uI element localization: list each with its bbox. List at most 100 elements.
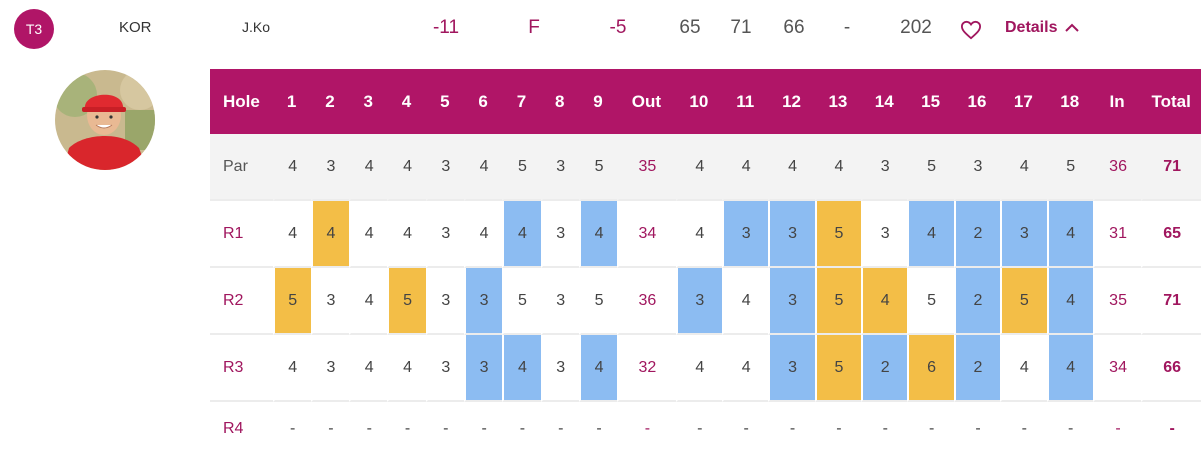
score-cell: 4 (349, 268, 388, 335)
score-cell: 4 (722, 134, 769, 201)
score-cell: - (861, 402, 907, 456)
header-hole-label: Hole (210, 69, 273, 134)
score-cell: 3 (953, 134, 1001, 201)
round-1-score: 65 (679, 17, 701, 38)
header-col-18: 18 (1046, 69, 1093, 134)
header-col-4: 4 (387, 69, 426, 134)
score-cell: - (349, 402, 387, 456)
header-col-3: 3 (349, 69, 388, 134)
score-cell: 34 (1092, 335, 1142, 402)
score-cell: - (675, 402, 722, 456)
score-cell: 2 (861, 335, 908, 402)
score-cell: 4 (814, 134, 862, 201)
scorecard-table: Hole 1 2 3 4 5 6 7 8 9 Out 10 11 12 13 14 15 16 17 18 In Tota… (210, 69, 1201, 456)
row-label-r4: R4 (223, 420, 244, 437)
score-cell: 5 (814, 268, 862, 335)
score-cell: 3 (310, 335, 350, 402)
score-cell: 3 (425, 134, 464, 201)
score-cell: 4 (349, 201, 388, 268)
score-cell: 2 (953, 335, 1001, 402)
score-cell: 4 (387, 134, 426, 201)
score-cell: 4 (578, 201, 618, 268)
header-col-12: 12 (768, 69, 815, 134)
score-cell: 4 (349, 335, 388, 402)
r2-row: R2 5 3 4 5 3 3 5 3 5 36 3 4 3 5 4 5 2 5 4 35 71 (210, 268, 1201, 335)
score-cell: 3 (540, 201, 579, 268)
score-cell: - (540, 402, 579, 456)
row-label-r1: R1 (210, 201, 273, 268)
header-col-17: 17 (1000, 69, 1047, 134)
score-cell: 3 (425, 201, 464, 268)
score-cell: 3 (768, 335, 815, 402)
header-col-10: 10 (675, 69, 722, 134)
header-col-5: 5 (425, 69, 464, 134)
score-cell: 3 (861, 201, 908, 268)
header-col-out: Out (617, 69, 676, 134)
score-cell: 34 (617, 201, 676, 268)
score-cell: 3 (768, 268, 815, 335)
country-code: KOR (119, 19, 152, 36)
score-cell: 3 (722, 201, 769, 268)
header-col-7: 7 (502, 69, 541, 134)
score-cell: 4 (1000, 134, 1047, 201)
score-cell: 3 (425, 268, 464, 335)
score-cell: - (1000, 402, 1046, 456)
score-cell: - (768, 402, 814, 456)
r4-row: R4- - - - - - - - - - - - - - - - - - - - - (210, 402, 1201, 456)
score-cell: 4 (722, 268, 769, 335)
score-cell: - (387, 402, 425, 456)
score-cell: 3 (425, 335, 464, 402)
round-2-score: 71 (730, 17, 752, 38)
header-col-8: 8 (540, 69, 579, 134)
chevron-up-icon (1065, 23, 1080, 32)
score-cell: 5 (907, 134, 954, 201)
score-cell: 5 (814, 201, 862, 268)
score-cell: 4 (387, 335, 426, 402)
details-toggle[interactable]: Details (1005, 19, 1080, 37)
score-cell: 4 (578, 335, 618, 402)
header-col-16: 16 (953, 69, 1001, 134)
score-cell: 3 (310, 268, 350, 335)
header-col-1: 1 (272, 69, 311, 134)
score-cell: - (907, 402, 953, 456)
score-cell: - (1141, 402, 1201, 456)
player-photo (55, 70, 155, 170)
header-col-in: In (1092, 69, 1142, 134)
score-cell: 65 (1141, 201, 1201, 268)
to-par: -11 (432, 17, 460, 38)
score-cell: 5 (578, 268, 618, 335)
header-col-13: 13 (814, 69, 862, 134)
player-summary-row: T3 KOR J.Ko -11 F -5 65 71 66 - 202 Deta… (0, 0, 1201, 58)
score-cell: 4 (310, 201, 350, 268)
score-cell: 4 (463, 134, 503, 201)
score-cell: - (1046, 402, 1093, 456)
score-cell: - (502, 402, 540, 456)
score-cell: 4 (1000, 335, 1047, 402)
score-cell: 71 (1141, 268, 1201, 335)
row-label-par: Par (210, 134, 273, 201)
header-col-9: 9 (578, 69, 618, 134)
score-cell: - (463, 402, 502, 456)
score-cell: 36 (1092, 134, 1142, 201)
score-cell: - (814, 402, 861, 456)
score-cell: - (578, 402, 617, 456)
rank-badge: T3 (14, 9, 54, 49)
score-cell: 2 (953, 201, 1001, 268)
score-cell: 4 (1046, 201, 1093, 268)
score-cell: 3 (768, 201, 815, 268)
row-label-r2: R2 (210, 268, 273, 335)
score-cell: - (722, 402, 768, 456)
round-3-score: 66 (783, 17, 805, 38)
score-cell: 3 (310, 134, 350, 201)
heart-icon[interactable] (960, 20, 982, 40)
player-name[interactable]: J.Ko (242, 19, 271, 35)
r1-row: R1 4 4 4 4 3 4 4 3 4 34 4 3 3 5 3 4 2 3 4 31 65 (210, 201, 1201, 268)
score-cell: 5 (387, 268, 426, 335)
header-col-11: 11 (722, 69, 769, 134)
score-cell: 32 (617, 335, 676, 402)
score-cell: 36 (617, 268, 676, 335)
score-cell: 5 (1000, 268, 1047, 335)
score-cell: 4 (768, 134, 815, 201)
score-cell: 3 (463, 335, 503, 402)
score-cell: 3 (540, 134, 579, 201)
